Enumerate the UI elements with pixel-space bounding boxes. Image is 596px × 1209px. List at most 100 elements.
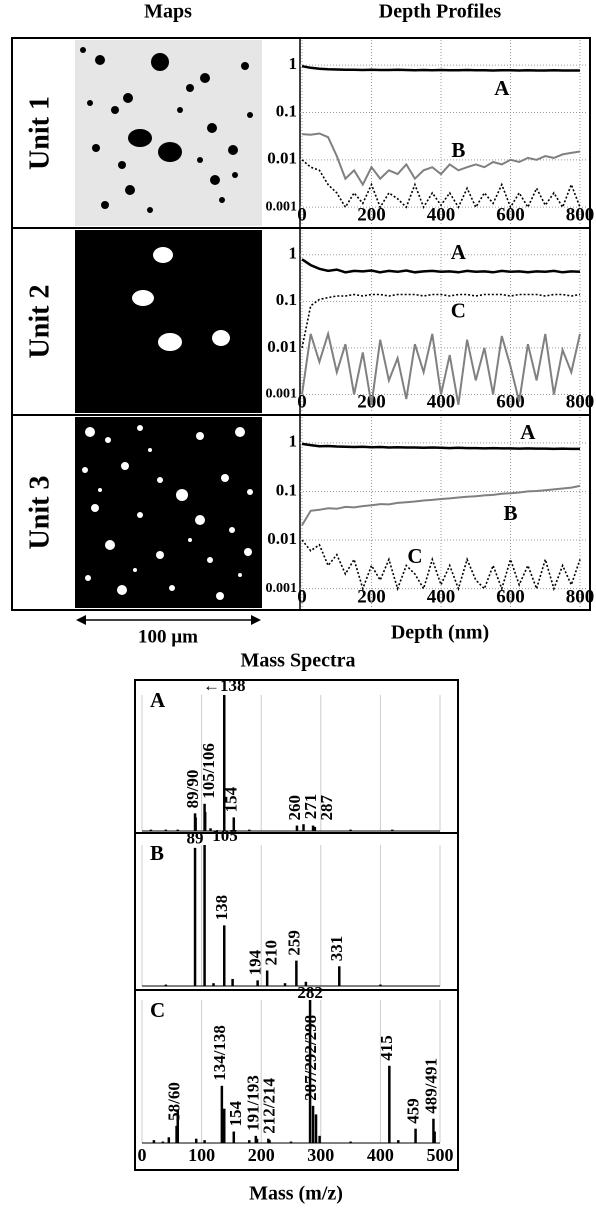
- map-speck: [151, 53, 169, 71]
- map-unit-2: [75, 230, 262, 413]
- peak-label: 134/138: [210, 1025, 229, 1081]
- peak-label: 89: [187, 829, 204, 848]
- peak-label: 287: [317, 795, 336, 821]
- map-speck: [147, 207, 153, 213]
- map-speck: [241, 62, 249, 70]
- map-speck: [210, 175, 220, 185]
- x-tick-label: 400: [427, 204, 456, 225]
- profiles-frame: [11, 37, 591, 611]
- panel-label: A: [150, 688, 166, 712]
- spectra-frame: [134, 679, 459, 1171]
- series-label: A: [494, 76, 510, 100]
- x-tick-label: 0: [297, 586, 307, 607]
- x-tick-label: 600: [496, 204, 525, 225]
- series-line: [301, 484, 581, 526]
- peak-label: ←138: [203, 676, 246, 695]
- x-tick-label: 0: [297, 204, 307, 225]
- map-speck: [176, 489, 188, 501]
- map-speck: [133, 568, 137, 572]
- map-speck: [85, 575, 91, 581]
- map-speck: [125, 185, 135, 195]
- peak-label: 89/90: [183, 770, 202, 809]
- x-tick-label: 0: [297, 391, 307, 412]
- peak-label: 260: [285, 795, 304, 821]
- y-tick-label: 0.1: [276, 101, 297, 120]
- x-tick-label: 100: [188, 1145, 215, 1165]
- series-line: [301, 293, 581, 349]
- map-speck: [197, 157, 203, 163]
- map-speck: [111, 106, 119, 114]
- map-background: [75, 417, 262, 608]
- x-tick-label: 500: [427, 1145, 454, 1165]
- x-tick-label: 300: [307, 1145, 334, 1165]
- peak-label: 154: [226, 1101, 245, 1127]
- map-speck: [121, 462, 129, 470]
- map-speck: [247, 489, 253, 495]
- x-axis-label: Depth (nm): [391, 622, 489, 644]
- map-speck: [105, 540, 115, 550]
- x-tick-label: 200: [357, 586, 386, 607]
- y-tick-label: 0.01: [267, 529, 297, 548]
- peak-label: 154: [222, 786, 241, 812]
- map-speck: [123, 93, 133, 103]
- x-tick-label: 400: [427, 586, 456, 607]
- profiles-title: Depth Profiles: [379, 1, 502, 23]
- series-label: C: [407, 544, 422, 568]
- map-speck: [238, 573, 242, 577]
- peak-label: 287/292/298: [301, 1015, 320, 1101]
- map-speck: [156, 551, 164, 559]
- map-speck: [128, 129, 152, 147]
- peak-label: 459: [403, 1098, 422, 1124]
- peak-label: 259: [284, 930, 303, 956]
- map-speck: [98, 488, 102, 492]
- map-speck: [207, 123, 217, 133]
- series-label: A: [520, 420, 536, 444]
- map-unit-1: [75, 40, 262, 226]
- spectra-title: Mass Spectra: [241, 650, 356, 672]
- series-label: C: [451, 298, 466, 322]
- peak-label: 191/193: [244, 1075, 263, 1131]
- map-speck: [212, 330, 230, 346]
- map-speck: [228, 145, 238, 155]
- map-speck: [105, 437, 111, 443]
- y-tick-label: 0.1: [276, 290, 297, 309]
- map-speck: [85, 427, 95, 437]
- series-line: [301, 159, 581, 210]
- map-speck: [137, 425, 143, 431]
- map-speck: [117, 585, 127, 595]
- map-speck: [80, 47, 86, 53]
- scale-label: 100 µm: [138, 626, 198, 647]
- peak-label: 210: [262, 940, 281, 966]
- map-speck: [148, 448, 152, 452]
- peak-label: 58/60: [164, 1082, 183, 1121]
- map-speck: [87, 100, 93, 106]
- y-tick-label: 0.1: [276, 480, 297, 499]
- x-axis-label: Mass (m/z): [249, 1183, 343, 1205]
- peak-label: 271: [301, 794, 320, 820]
- series-line: [301, 258, 581, 274]
- series-label: A: [451, 240, 467, 264]
- peak-label: 282: [297, 983, 323, 1002]
- map-speck: [91, 504, 99, 512]
- map-speck: [137, 512, 143, 518]
- map-speck: [101, 201, 109, 209]
- map-speck: [92, 144, 100, 152]
- map-speck: [157, 477, 163, 483]
- y-tick-label: 0.001: [266, 199, 298, 214]
- series-line: [301, 132, 581, 187]
- map-speck: [219, 197, 225, 203]
- x-tick-label: 400: [427, 391, 456, 412]
- x-tick-label: 600: [496, 586, 525, 607]
- y-tick-label: 0.001: [266, 581, 298, 596]
- peak-label: 489/491: [421, 1058, 440, 1114]
- peak-label: 194: [246, 949, 265, 975]
- map-speck: [235, 427, 245, 437]
- map-speck: [158, 142, 182, 162]
- map-speck: [153, 247, 173, 263]
- y-tick-label: 1: [289, 54, 298, 73]
- series-line: [301, 64, 580, 72]
- map-speck: [169, 585, 175, 591]
- series-line: [301, 442, 580, 451]
- map-speck: [195, 515, 205, 525]
